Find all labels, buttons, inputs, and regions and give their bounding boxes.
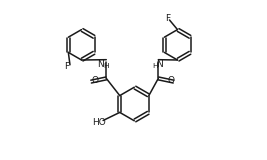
Text: HO: HO [92, 118, 106, 127]
Text: F: F [65, 62, 70, 71]
Text: H: H [103, 63, 109, 69]
Text: F: F [165, 14, 170, 23]
Text: H: H [152, 63, 158, 69]
Text: N: N [156, 60, 163, 69]
Text: N: N [97, 60, 104, 69]
Text: O: O [168, 76, 175, 85]
Text: O: O [91, 76, 98, 85]
